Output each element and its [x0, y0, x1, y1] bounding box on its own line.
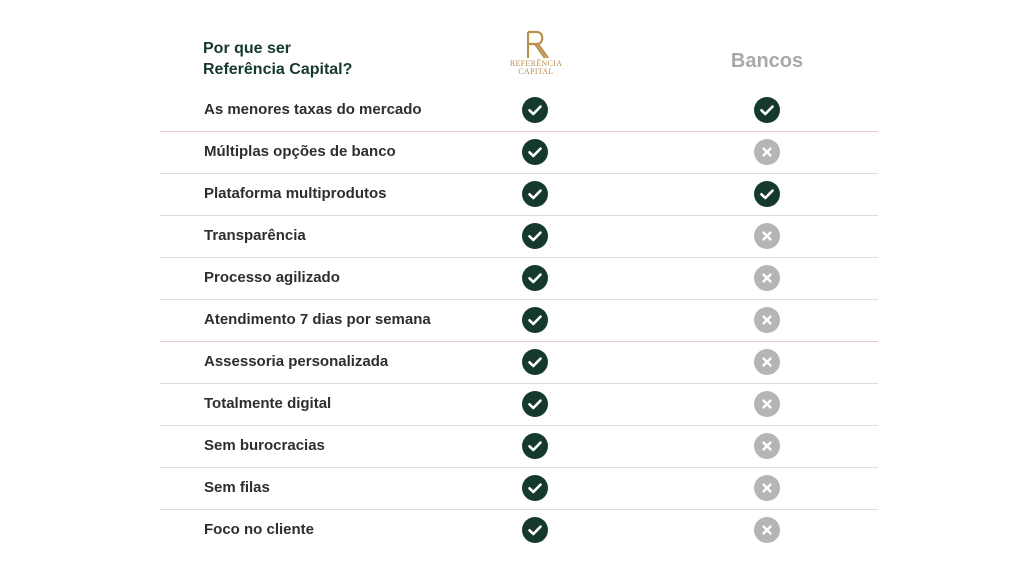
feature-label: Transparência	[204, 227, 306, 244]
feature-label: As menores taxas do mercado	[204, 101, 422, 118]
check-icon	[522, 97, 548, 123]
check-icon	[522, 307, 548, 333]
check-icon	[522, 349, 548, 375]
feature-label: Processo agilizado	[204, 269, 340, 286]
x-icon	[754, 391, 780, 417]
check-icon	[522, 433, 548, 459]
r-monogram-icon	[526, 30, 549, 59]
brand-wordmark-line-1: REFERÊNCIA	[509, 59, 563, 68]
check-icon	[522, 391, 548, 417]
comparison-table: As menores taxas do mercado Múltiplas opç…	[160, 90, 878, 551]
table-row: Foco no cliente	[160, 510, 878, 551]
comparison-title: Por que ser Referência Capital?	[203, 38, 352, 80]
x-icon	[754, 475, 780, 501]
table-row: Assessoria personalizada	[160, 342, 878, 384]
table-row: Múltiplas opções de banco	[160, 132, 878, 174]
x-icon	[754, 265, 780, 291]
table-row: Transparência	[160, 216, 878, 258]
feature-label: Assessoria personalizada	[204, 353, 389, 370]
feature-label: Múltiplas opções de banco	[204, 143, 396, 160]
banks-column-heading: Bancos	[730, 50, 804, 72]
x-icon	[754, 433, 780, 459]
table-row: As menores taxas do mercado	[160, 90, 878, 132]
check-icon	[522, 223, 548, 249]
check-icon	[522, 517, 548, 543]
title-line-2: Referência Capital?	[203, 61, 353, 78]
feature-label: Totalmente digital	[204, 395, 332, 412]
table-row: Atendimento 7 dias por semana	[160, 300, 878, 342]
referencia-capital-logo: REFERÊNCIA CAPITAL	[500, 30, 572, 76]
check-icon	[754, 97, 780, 123]
table-row: Processo agilizado	[160, 258, 878, 300]
check-icon	[522, 139, 548, 165]
table-row: Plataforma multiprodutos	[160, 174, 878, 216]
x-icon	[754, 307, 780, 333]
x-icon	[754, 139, 780, 165]
check-icon	[522, 475, 548, 501]
brand-wordmark-line-2: CAPITAL	[518, 67, 554, 76]
title-line-1: Por que ser	[203, 40, 292, 57]
x-icon	[754, 349, 780, 375]
check-icon	[522, 181, 548, 207]
table-row: Sem burocracias	[160, 426, 878, 468]
check-icon	[522, 265, 548, 291]
x-icon	[754, 517, 780, 543]
feature-label: Atendimento 7 dias por semana	[204, 311, 431, 328]
table-row: Totalmente digital	[160, 384, 878, 426]
feature-label: Sem burocracias	[204, 437, 325, 454]
feature-label: Foco no cliente	[204, 521, 315, 538]
table-row: Sem filas	[160, 468, 878, 510]
check-icon	[754, 181, 780, 207]
feature-label: Plataforma multiprodutos	[204, 185, 387, 202]
feature-label: Sem filas	[204, 479, 270, 496]
x-icon	[754, 223, 780, 249]
